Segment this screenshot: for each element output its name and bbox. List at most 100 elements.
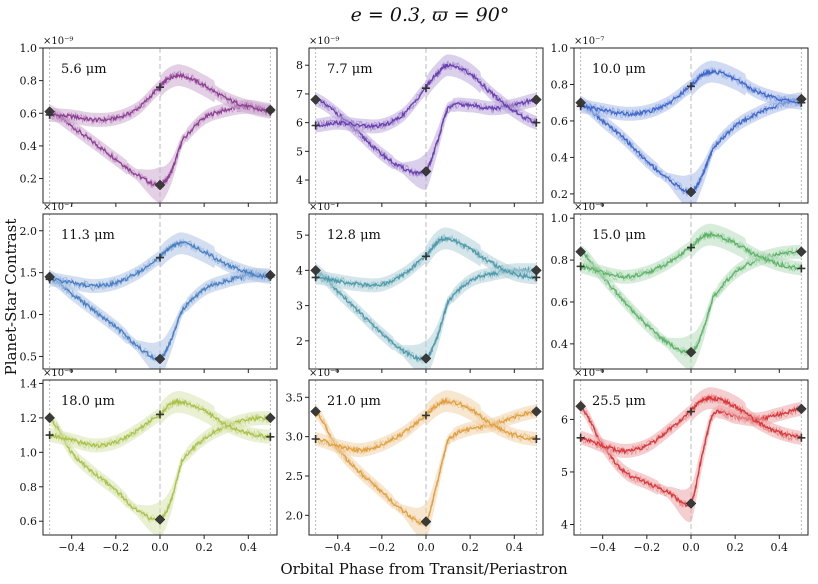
y-offset-label: ×10⁻⁷ xyxy=(43,202,73,213)
diamond-marker xyxy=(685,346,697,358)
noise-trace xyxy=(315,396,537,455)
x-tick-label: −0.2 xyxy=(633,541,660,554)
y-tick-label: 0.5 xyxy=(20,350,38,363)
plus-marker xyxy=(687,82,695,91)
y-tick-label: 4 xyxy=(561,518,568,531)
series-line-0 xyxy=(49,272,271,362)
uncertainty-band-1 xyxy=(315,54,537,134)
series-line-1 xyxy=(49,241,271,290)
y-tick-label: 0.2 xyxy=(551,188,569,201)
x-tick-label: 0.0 xyxy=(682,541,700,554)
plot-area xyxy=(315,390,538,535)
series-line-0 xyxy=(48,102,271,189)
diamond-marker xyxy=(575,246,586,258)
panel-5: 0.4 0.6 0.8 1.0 ×10⁻⁶ 15.0 μm xyxy=(551,202,809,373)
diamond-marker xyxy=(420,166,432,177)
plus-marker xyxy=(156,83,164,92)
y-tick-label: 2.0 xyxy=(20,225,38,238)
x-tick-label: −0.2 xyxy=(102,541,129,554)
x-tick-label: 0.4 xyxy=(506,541,524,554)
series-line-1 xyxy=(315,397,538,454)
noise-trace xyxy=(315,265,537,363)
diamond-marker xyxy=(310,94,321,106)
series-line-0 xyxy=(315,266,537,363)
y-tick-label: 6 xyxy=(561,413,568,426)
plot-area xyxy=(49,391,272,535)
panel-7: 2.0 2.5 3.0 3.5 −0.4 −0.2 0.0 0.2 0.4 ×10⁻⁶ 21.0 μ… xyxy=(286,368,544,554)
uncertainty-band-1 xyxy=(49,64,271,127)
y-tick-label: 1.0 xyxy=(20,446,38,459)
y-offset-label: ×10⁻⁷ xyxy=(574,36,604,47)
plus-marker xyxy=(45,110,54,119)
wavelength-label: 15.0 μm xyxy=(592,228,646,243)
x-tick-label: −0.2 xyxy=(368,541,395,554)
plus-marker xyxy=(422,252,430,261)
x-tick-label: 0.2 xyxy=(726,541,744,554)
plus-marker xyxy=(422,84,430,93)
diamond-marker xyxy=(420,353,432,364)
series-line-1 xyxy=(315,235,537,288)
panel-6: 0.6 0.8 1.0 1.2 1.4 −0.4 −0.2 0.0 0.2 0.4 ×10⁻⁶ 18.… xyxy=(20,368,278,554)
y-tick-label: 1.5 xyxy=(20,267,38,280)
plus-marker xyxy=(576,433,585,442)
wavelength-label: 5.6 μm xyxy=(61,62,107,77)
series-line-1 xyxy=(49,72,271,124)
series-line-1 xyxy=(315,62,537,130)
y-tick-label: 0.6 xyxy=(551,296,569,309)
y-axis-label: Planet-Star Contrast xyxy=(2,219,20,376)
plus-marker xyxy=(532,435,541,444)
uncertainty-band-0 xyxy=(580,244,802,369)
y-tick-label: 8 xyxy=(296,59,303,72)
diamond-marker xyxy=(265,412,276,424)
plus-marker xyxy=(266,107,275,116)
plus-marker xyxy=(311,273,320,282)
diamond-marker xyxy=(685,186,697,198)
y-tick-label: 0.4 xyxy=(20,140,38,153)
x-tick-label: 0.2 xyxy=(461,541,479,554)
x-tick-label: −0.4 xyxy=(324,541,351,554)
series-line-1 xyxy=(580,395,802,455)
y-offset-label: ×10⁻⁹ xyxy=(309,36,339,47)
y-tick-label: 3.5 xyxy=(286,391,304,404)
y-offset-label: ×10⁻⁶ xyxy=(309,368,339,379)
plot-area xyxy=(579,223,803,369)
plus-marker xyxy=(532,118,541,127)
diamond-marker xyxy=(154,179,166,191)
plus-marker xyxy=(797,98,806,107)
noise-trace xyxy=(580,67,802,118)
wavelength-label: 18.0 μm xyxy=(61,394,115,409)
plus-marker xyxy=(687,407,695,416)
series-line-1 xyxy=(580,68,803,118)
diamond-marker xyxy=(154,514,166,525)
panel-grid: 0.2 0.4 0.6 0.8 1.0 ×10⁻⁹ 5.6 μm 4 5 6 7 8 ×10⁻⁹ 7.7 … xyxy=(20,36,809,554)
plus-marker xyxy=(45,431,54,440)
wavelength-label: 7.7 μm xyxy=(327,62,373,77)
uncertainty-band-1 xyxy=(49,232,271,293)
diamond-marker xyxy=(575,400,586,412)
noise-trace xyxy=(315,60,537,132)
series-line-1 xyxy=(49,397,272,449)
x-tick-label: 0.2 xyxy=(195,541,213,554)
panel-4: 2 3 4 5 ×10⁻⁷ 12.8 μm xyxy=(296,202,544,373)
noise-trace xyxy=(315,95,537,178)
diamond-marker xyxy=(44,412,55,424)
panel-0: 0.2 0.4 0.6 0.8 1.0 ×10⁻⁹ 5.6 μm xyxy=(20,36,278,207)
y-tick-label: 7 xyxy=(296,88,303,101)
x-tick-label: 0.0 xyxy=(151,541,169,554)
uncertainty-band-1 xyxy=(580,223,802,284)
y-offset-label: ×10⁻⁶ xyxy=(43,368,73,379)
y-tick-label: 1.2 xyxy=(20,412,38,425)
wavelength-label: 10.0 μm xyxy=(592,62,646,77)
diamond-marker xyxy=(531,406,542,417)
y-tick-label: 3.0 xyxy=(286,431,304,444)
y-tick-label: 3 xyxy=(296,300,303,313)
plus-marker xyxy=(266,272,275,281)
diamond-marker xyxy=(420,516,432,527)
y-offset-label: ×10⁻⁷ xyxy=(309,202,339,213)
y-tick-label: 2.0 xyxy=(286,509,304,522)
plus-marker xyxy=(311,121,320,130)
y-tick-label: 1.0 xyxy=(20,42,38,55)
y-tick-label: 0.8 xyxy=(551,254,569,267)
plus-marker xyxy=(156,253,164,262)
x-tick-label: 0.0 xyxy=(417,541,435,554)
